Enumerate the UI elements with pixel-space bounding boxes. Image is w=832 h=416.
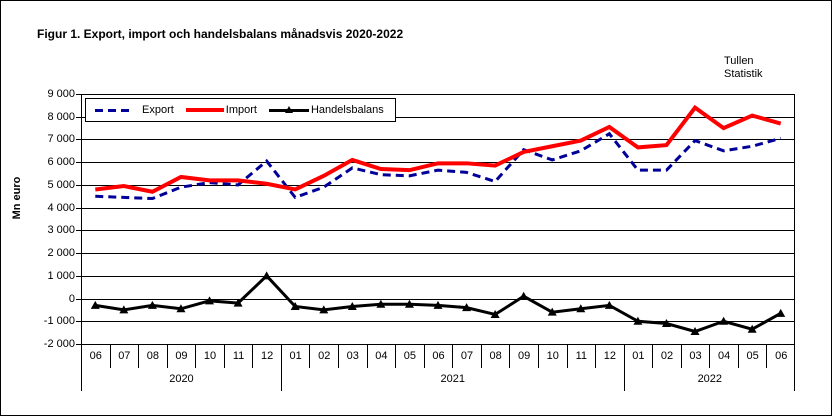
triangle-marker-icon bbox=[284, 105, 293, 113]
x-tick-month-label: 12 bbox=[252, 345, 281, 368]
x-tick-month-label: 12 bbox=[595, 345, 624, 368]
x-tick-month-label: 07 bbox=[109, 345, 139, 368]
legend-item-balance: Handelsbalans bbox=[259, 104, 386, 116]
figure-title: Figur 1. Export, import och handelsbalan… bbox=[37, 27, 404, 41]
data-point-marker bbox=[347, 302, 357, 310]
data-point-marker bbox=[233, 298, 243, 307]
x-tick-month-label: 05 bbox=[395, 345, 424, 368]
x-tick-month-label: 11 bbox=[566, 345, 596, 368]
publisher-label: Tullen Statistik bbox=[724, 55, 763, 81]
x-tick-month-label: 11 bbox=[223, 345, 253, 368]
legend-item-import: Import bbox=[176, 104, 259, 116]
x-tick-month-label: 04 bbox=[709, 345, 738, 368]
data-point-marker bbox=[176, 304, 186, 313]
data-point-marker bbox=[119, 305, 129, 314]
data-point-marker bbox=[404, 299, 414, 308]
x-tick-month-label: 09 bbox=[509, 345, 538, 368]
y-tick-label: 8 000 bbox=[47, 110, 75, 123]
legend-label-import: Import bbox=[225, 104, 257, 116]
data-point-marker bbox=[262, 271, 272, 280]
data-point-marker bbox=[205, 296, 215, 305]
data-point-marker bbox=[576, 304, 586, 313]
x-axis-year-label: 2022 bbox=[623, 368, 795, 391]
y-tick-label: -2 000 bbox=[43, 338, 75, 350]
x-axis-year-label: 2021 bbox=[280, 368, 624, 391]
x-axis-month-labels: 06 07 08 09 10 11 12 01 02 03 04 05 06 07 08 09 10 11 12 01… bbox=[81, 345, 795, 368]
data-point-marker bbox=[661, 319, 671, 328]
plot-area bbox=[76, 94, 795, 345]
legend-label-balance: Handelsbalans bbox=[310, 104, 384, 116]
x-tick-month-label: 03 bbox=[680, 345, 710, 368]
x-tick-month-label: 10 bbox=[195, 345, 224, 368]
data-point-marker bbox=[319, 305, 329, 314]
x-tick-month-label: 08 bbox=[138, 345, 167, 368]
y-tick-label: 5 000 bbox=[47, 178, 75, 191]
y-tick-label: 1 000 bbox=[47, 269, 75, 282]
x-tick-month-label: 01 bbox=[280, 345, 310, 368]
x-tick-month-label: 06 bbox=[766, 345, 795, 368]
y-tick-label: 9 000 bbox=[47, 88, 75, 100]
y-tick-label: 6 000 bbox=[47, 156, 75, 169]
legend-item-export: Export bbox=[95, 104, 176, 116]
x-axis-year-label: 2020 bbox=[81, 368, 281, 391]
x-tick-month-label: 02 bbox=[309, 345, 338, 368]
y-tick-label: 2 000 bbox=[47, 247, 75, 260]
x-tick-month-label: 09 bbox=[166, 345, 196, 368]
series-line-import bbox=[95, 104, 782, 194]
legend-label-export: Export bbox=[142, 104, 174, 116]
data-point-marker bbox=[747, 324, 757, 333]
export-dashed-line-icon bbox=[95, 108, 133, 112]
data-point-marker bbox=[604, 300, 614, 309]
x-tick-month-label: 05 bbox=[737, 345, 767, 368]
data-point-marker bbox=[433, 300, 443, 309]
data-point-marker bbox=[547, 307, 557, 316]
data-point-marker bbox=[519, 291, 529, 300]
y-tick-label: 3 000 bbox=[47, 224, 75, 237]
x-tick-month-label: 01 bbox=[623, 345, 653, 368]
y-tick-label: 7 000 bbox=[47, 133, 75, 146]
balance-line-icon bbox=[268, 105, 309, 113]
y-tick-label: 4 000 bbox=[47, 201, 75, 214]
x-tick-month-label: 03 bbox=[338, 345, 367, 368]
x-tick-month-label: 07 bbox=[452, 345, 481, 368]
data-point-marker bbox=[633, 316, 643, 325]
y-tick-label: -1 000 bbox=[43, 315, 75, 328]
x-tick-month-label: 04 bbox=[366, 345, 396, 368]
x-tick-month-label: 08 bbox=[480, 345, 510, 368]
data-point-marker bbox=[147, 300, 157, 309]
data-point-marker bbox=[462, 303, 472, 312]
legend: Export Import Handelsbalans bbox=[85, 98, 396, 122]
series-line-export bbox=[95, 131, 782, 201]
data-point-marker bbox=[90, 300, 100, 309]
x-tick-month-label: 06 bbox=[81, 345, 110, 368]
data-point-marker bbox=[719, 316, 729, 325]
data-point-marker bbox=[490, 309, 500, 318]
x-tick-month-label: 10 bbox=[537, 345, 567, 368]
data-point-marker bbox=[776, 308, 786, 317]
y-tick-label: 0 bbox=[68, 292, 75, 305]
x-axis-year-labels: 2020 2021 2022 bbox=[81, 368, 795, 391]
data-point-marker bbox=[690, 327, 700, 335]
publisher-line1: Tullen bbox=[724, 55, 754, 67]
data-point-marker bbox=[376, 299, 386, 308]
x-tick-month-label: 06 bbox=[423, 345, 453, 368]
import-solid-line-icon bbox=[185, 108, 224, 112]
x-tick-month-label: 02 bbox=[652, 345, 681, 368]
data-point-marker bbox=[290, 302, 300, 310]
publisher-line2: Statistik bbox=[724, 68, 763, 80]
